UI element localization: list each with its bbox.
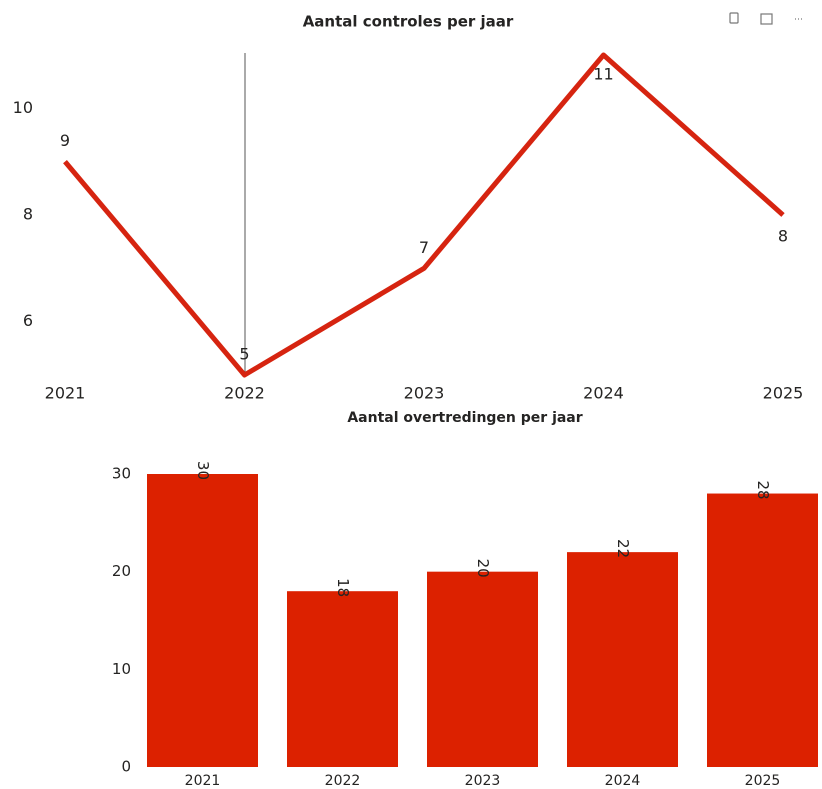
data-label: 11 <box>593 65 613 84</box>
bar <box>287 591 398 767</box>
x-tick-label: 2024 <box>605 773 641 789</box>
y-tick-label: 10 <box>112 660 131 678</box>
x-tick-label: 2024 <box>583 384 624 403</box>
y-tick-label: 8 <box>23 205 33 224</box>
bar <box>707 493 818 767</box>
data-label: 30 <box>194 461 212 480</box>
focus-icon[interactable] <box>760 13 773 25</box>
data-label: 22 <box>614 539 632 558</box>
x-tick-label: 2025 <box>763 384 804 403</box>
x-tick-label: 2021 <box>185 773 221 789</box>
x-tick-label: 2023 <box>465 773 501 789</box>
data-label: 9 <box>60 131 70 150</box>
data-label: 20 <box>474 559 492 578</box>
bar <box>147 474 258 767</box>
y-tick-label: 6 <box>23 311 33 330</box>
data-label: 18 <box>334 578 352 597</box>
chart-title: Aantal controles per jaar <box>303 13 514 31</box>
bar <box>567 552 678 767</box>
bar <box>427 571 538 767</box>
y-tick-label: 0 <box>121 758 131 776</box>
x-tick-label: 2022 <box>224 384 265 403</box>
data-label: 5 <box>239 345 249 364</box>
y-tick-label: 10 <box>13 98 33 117</box>
data-label: 28 <box>754 480 772 499</box>
x-tick-label: 2022 <box>325 773 361 789</box>
y-tick-label: 20 <box>112 562 131 580</box>
x-tick-label: 2021 <box>45 384 86 403</box>
x-tick-label: 2023 <box>404 384 445 403</box>
line <box>63 52 785 378</box>
chart-title: Aantal overtredingen per jaar <box>347 410 582 426</box>
data-label: 8 <box>778 227 788 246</box>
x-tick-label: 2025 <box>745 773 781 789</box>
y-tick-label: 30 <box>112 465 131 483</box>
data-label: 7 <box>419 238 429 257</box>
copy-icon[interactable] <box>729 12 739 24</box>
visual-header-icons[interactable] <box>729 12 802 25</box>
